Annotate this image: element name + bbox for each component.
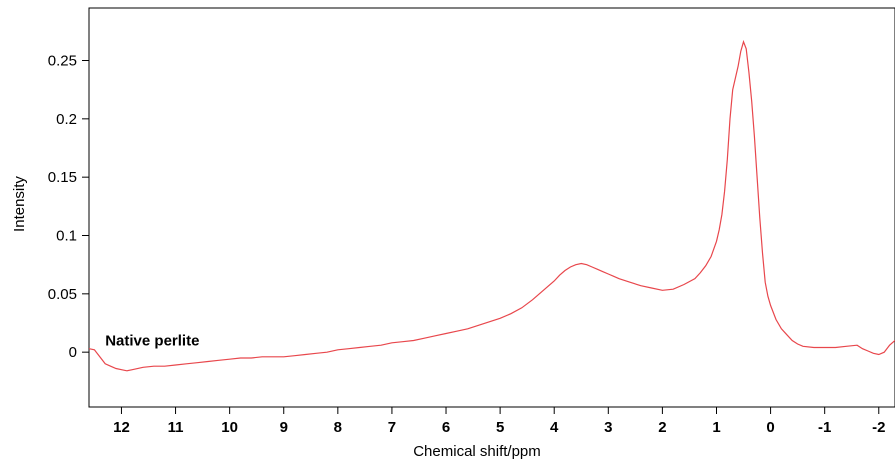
y-tick-label: 0	[69, 344, 77, 361]
plot-frame	[88, 7, 895, 408]
x-axis-label: Chemical shift/ppm	[413, 443, 541, 460]
y-tick-label: 0.2	[56, 111, 77, 128]
x-tick-label: 3	[604, 419, 612, 436]
x-tick-label: 9	[280, 419, 288, 436]
x-tick-label: 8	[334, 419, 342, 436]
x-tick-label: -2	[872, 419, 885, 436]
spectrum-line	[88, 39, 895, 372]
x-tick-label: 1	[712, 419, 720, 436]
x-tick-label: 0	[766, 419, 774, 436]
y-axis-ticks: 0 0.05 0.1 0.15 0.2 0.25	[48, 53, 89, 361]
x-tick-label: 6	[442, 419, 450, 436]
x-tick-label: -1	[818, 419, 831, 436]
x-tick-label: 10	[221, 419, 238, 436]
x-tick-label: 4	[550, 419, 559, 436]
y-tick-label: 0.05	[48, 286, 77, 303]
x-tick-label: 12	[113, 419, 130, 436]
x-tick-label: 2	[658, 419, 666, 436]
x-tick-label: 7	[388, 419, 396, 436]
y-tick-label: 0.1	[56, 228, 77, 245]
x-axis-ticks: 12 11 10 9 8 7 6 5 4 3 2 1 0 -1 -2	[113, 407, 885, 436]
x-tick-label: 5	[496, 419, 504, 436]
y-tick-label: 0.15	[48, 169, 77, 186]
y-tick-label: 0.25	[48, 53, 77, 70]
y-axis-label: Intensity	[11, 176, 28, 232]
sample-annotation: Native perlite	[105, 333, 199, 350]
x-tick-label: 11	[168, 419, 184, 436]
